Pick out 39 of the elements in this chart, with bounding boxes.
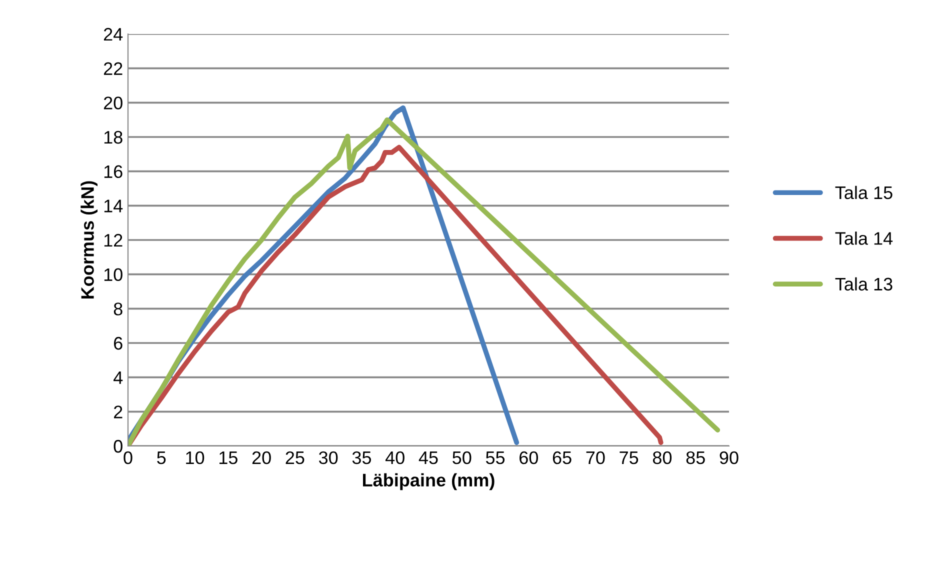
- y-axis-title: Koormus (kN): [80, 181, 98, 298]
- x-tick-label: 50: [452, 451, 472, 464]
- y-tick-label: 20: [104, 96, 122, 110]
- legend-label: Tala 15: [835, 186, 892, 200]
- y-tick-label: 0: [114, 440, 122, 453]
- x-tick-label: 45: [418, 452, 438, 464]
- x-axis-title: Läbipaine (mm): [363, 473, 494, 490]
- x-tick-label: 55: [486, 452, 505, 464]
- x-tick-label: 20: [252, 451, 271, 464]
- x-tick-label: 90: [720, 451, 738, 464]
- x-tick-label: 35: [352, 451, 372, 464]
- x-tick-label: 5: [157, 452, 166, 464]
- y-tick-label: 22: [104, 62, 122, 75]
- line-series: [128, 117, 720, 446]
- y-tick-label: 24: [104, 28, 123, 41]
- y-tick-label: 14: [104, 200, 123, 212]
- x-tick-label: 40: [385, 451, 404, 464]
- y-tick-label: 10: [104, 268, 122, 282]
- x-tick-label: 75: [620, 452, 638, 464]
- x-tick-label: 85: [686, 451, 705, 464]
- x-tick-label: 80: [652, 451, 672, 464]
- x-tick-label: 30: [318, 451, 338, 464]
- y-tick-label: 16: [104, 165, 122, 178]
- y-tick-label: 8: [114, 302, 122, 316]
- y-tick-label: 12: [104, 234, 122, 247]
- x-tick-label: 60: [520, 451, 538, 464]
- y-tick-label: 4: [114, 371, 123, 384]
- x-tick-label: 0: [124, 451, 132, 464]
- x-tick-label: 10: [186, 451, 204, 464]
- y-tick-label: 18: [104, 130, 122, 144]
- x-tick-label: 15: [220, 452, 238, 464]
- line-series: [128, 144, 664, 446]
- y-tick-label: 2: [114, 406, 122, 418]
- legend-label: Tala 13: [835, 277, 892, 291]
- x-tick-label: 65: [552, 451, 572, 464]
- legend-label: Tala 14: [835, 232, 893, 245]
- x-tick-label: 70: [586, 451, 605, 464]
- y-tick-label: 6: [114, 336, 122, 350]
- x-tick-label: 25: [286, 451, 304, 464]
